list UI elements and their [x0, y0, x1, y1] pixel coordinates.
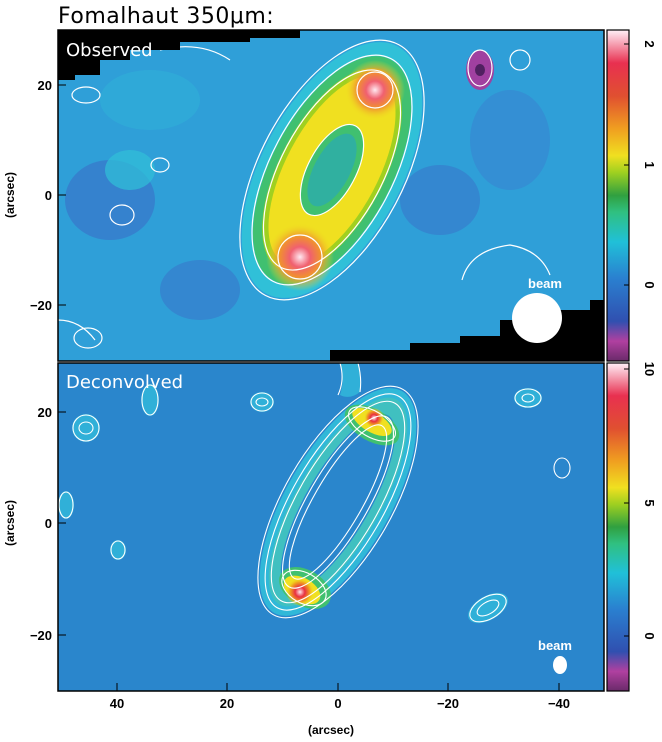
deconvolved-map: beam	[58, 363, 604, 691]
observed-panel-label: Observed	[66, 40, 153, 61]
observed-y-axis-label: (arcsec)	[3, 172, 17, 218]
observed-y-tick: −20	[30, 298, 52, 313]
observed-map: beam	[58, 30, 604, 361]
deconvolved-colorbar-tick: 0	[642, 632, 657, 639]
x-tick: 20	[220, 696, 234, 711]
deconvolved-panel-label: Deconvolved	[66, 372, 183, 393]
deconvolved-beam-label: beam	[538, 638, 572, 653]
observed-beam-label: beam	[528, 276, 562, 291]
observed-y-tick: 20	[38, 78, 52, 93]
deconvolved-colorbar-tick: 10	[642, 362, 657, 376]
x-tick: −40	[548, 696, 570, 711]
observed-colorbar-tick: 1	[642, 161, 657, 168]
deconvolved-colorbar	[606, 362, 630, 692]
observed-beam-marker	[512, 293, 562, 343]
observed-colorbar-tick: 2	[642, 40, 657, 47]
x-tick: 40	[110, 696, 124, 711]
deconvolved-beam-marker	[553, 656, 567, 674]
observed-colorbar	[606, 29, 630, 362]
x-tick: 0	[334, 696, 341, 711]
deconvolved-y-tick: −20	[30, 628, 52, 643]
deconvolved-colorbar-tick: 5	[642, 499, 657, 506]
x-axis-label: (arcsec)	[308, 723, 354, 737]
observed-y-tick: 0	[45, 188, 52, 203]
deconvolved-y-tick: 20	[38, 405, 52, 420]
observed-colorbar-tick: 0	[642, 281, 657, 288]
x-tick: −20	[437, 696, 459, 711]
figure-title: Fomalhaut 350μm:	[58, 4, 275, 29]
deconvolved-y-axis-label: (arcsec)	[3, 500, 17, 546]
deconvolved-y-tick: 0	[45, 516, 52, 531]
